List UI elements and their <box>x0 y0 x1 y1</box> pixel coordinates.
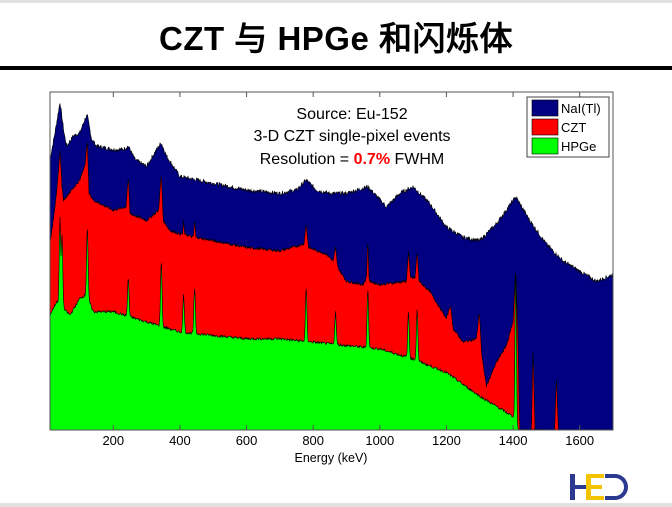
top-border <box>0 0 672 3</box>
legend: NaI(Tl) CZT HPGe <box>526 96 610 158</box>
resolution-suffix: FWHM <box>390 151 444 168</box>
plot-frame <box>49 91 614 431</box>
slide-title: CZT 与 HPGe 和闪烁体 <box>158 20 514 57</box>
bottom-border <box>0 503 672 507</box>
annotation: Source: Eu-152 3-D CZT single-pixel even… <box>253 106 450 168</box>
annotation-description: 3-D CZT single-pixel events <box>253 128 450 145</box>
x-tick-label: 1600 <box>565 433 594 448</box>
legend-swatch-nai <box>531 99 559 117</box>
x-tick-label: 600 <box>236 433 258 448</box>
legend-label-nai: NaI(Tl) <box>561 101 601 116</box>
resolution-value: 0.7% <box>354 151 390 168</box>
legend-label-hpge: HPGe <box>561 139 596 154</box>
legend-swatch-czt <box>531 118 559 136</box>
x-tick-label: 200 <box>102 433 124 448</box>
title-rule <box>0 66 672 70</box>
x-tick-label: 400 <box>169 433 191 448</box>
x-tick-label: 1000 <box>365 433 394 448</box>
x-axis-label: Energy (keV) <box>295 451 368 465</box>
x-tick-label: 1200 <box>432 433 461 448</box>
annotation-source: Source: Eu-152 <box>296 106 407 123</box>
annotation-resolution: Resolution = 0.7% FWHM <box>260 151 445 168</box>
hed-logo <box>570 474 628 500</box>
legend-swatch-hpge <box>531 137 559 155</box>
x-tick-label: 1400 <box>499 433 528 448</box>
resolution-prefix: Resolution = <box>260 151 354 168</box>
x-tick-label: 800 <box>302 433 324 448</box>
legend-label-czt: CZT <box>561 120 586 135</box>
